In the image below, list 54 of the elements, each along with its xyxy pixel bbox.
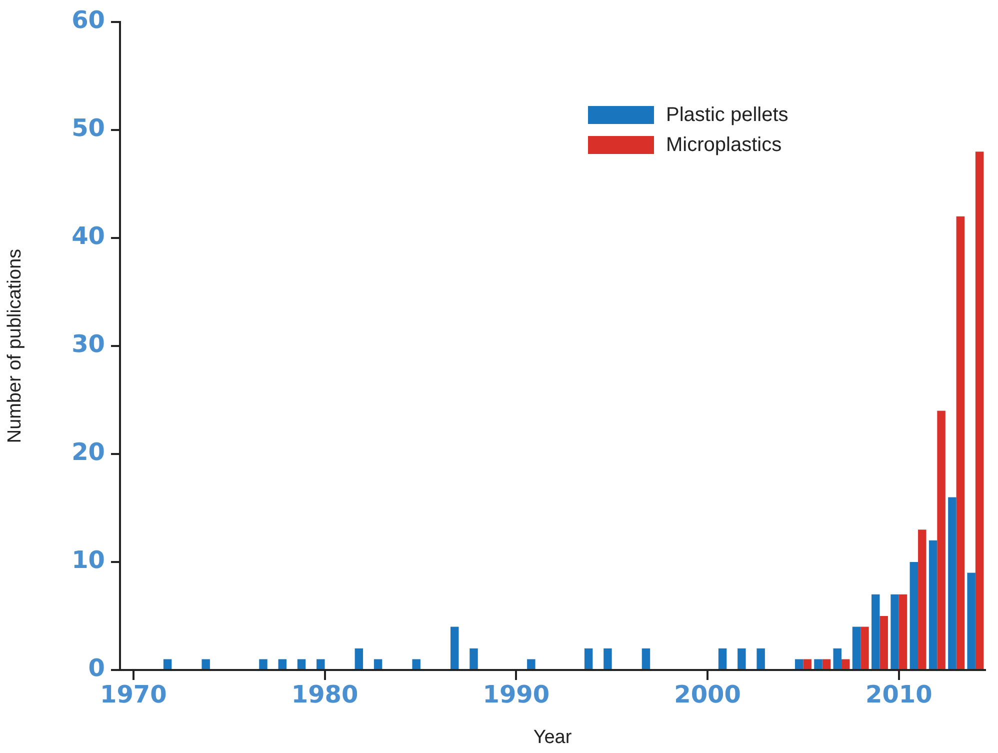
bar	[803, 659, 812, 669]
bar	[872, 594, 880, 669]
bar	[852, 626, 861, 669]
bar	[898, 594, 908, 669]
bar	[918, 530, 926, 669]
bar	[948, 497, 956, 669]
legend-label: Microplastics	[666, 134, 782, 156]
bar	[738, 648, 746, 669]
x-tick-label: 2010	[865, 680, 932, 709]
bar	[527, 659, 536, 669]
y-tick-label: 30	[72, 330, 105, 358]
bar	[794, 659, 804, 669]
bar	[841, 659, 850, 669]
bar	[928, 540, 938, 669]
bar	[470, 648, 478, 669]
bar	[278, 659, 286, 669]
y-tick-label: 40	[72, 222, 105, 250]
x-tick-label: 1980	[291, 680, 358, 709]
bar	[259, 659, 268, 669]
bar	[833, 648, 842, 669]
legend-label: Plastic pellets	[666, 104, 788, 126]
y-tick-label: 0	[88, 654, 105, 682]
bar	[374, 659, 382, 669]
bar	[202, 659, 210, 669]
bar	[604, 648, 612, 669]
bar	[756, 648, 765, 669]
y-tick-label: 60	[72, 6, 105, 34]
bar	[642, 648, 650, 669]
bar	[937, 410, 946, 669]
bar	[860, 626, 869, 669]
bar	[354, 648, 364, 669]
bar	[880, 616, 888, 669]
bar	[450, 626, 459, 669]
y-tick-label: 10	[72, 546, 105, 574]
x-axis-title: Year	[533, 726, 572, 748]
y-tick-label: 50	[72, 114, 105, 142]
bar	[316, 659, 325, 669]
bar	[910, 562, 918, 669]
bar	[967, 572, 976, 669]
bar	[584, 648, 593, 669]
x-tick-label: 1970	[100, 680, 167, 709]
bar	[890, 594, 899, 669]
bar	[822, 659, 831, 669]
bar	[718, 648, 727, 669]
bar	[163, 659, 172, 669]
bar	[297, 659, 306, 669]
bar	[412, 659, 420, 669]
y-axis-title: Number of publications	[4, 248, 26, 444]
bar	[975, 152, 984, 669]
x-tick-label: 2000	[674, 680, 741, 709]
bar	[814, 659, 822, 669]
x-tick-label: 1990	[482, 680, 550, 709]
bar	[956, 216, 965, 669]
y-tick-label: 20	[72, 438, 105, 466]
